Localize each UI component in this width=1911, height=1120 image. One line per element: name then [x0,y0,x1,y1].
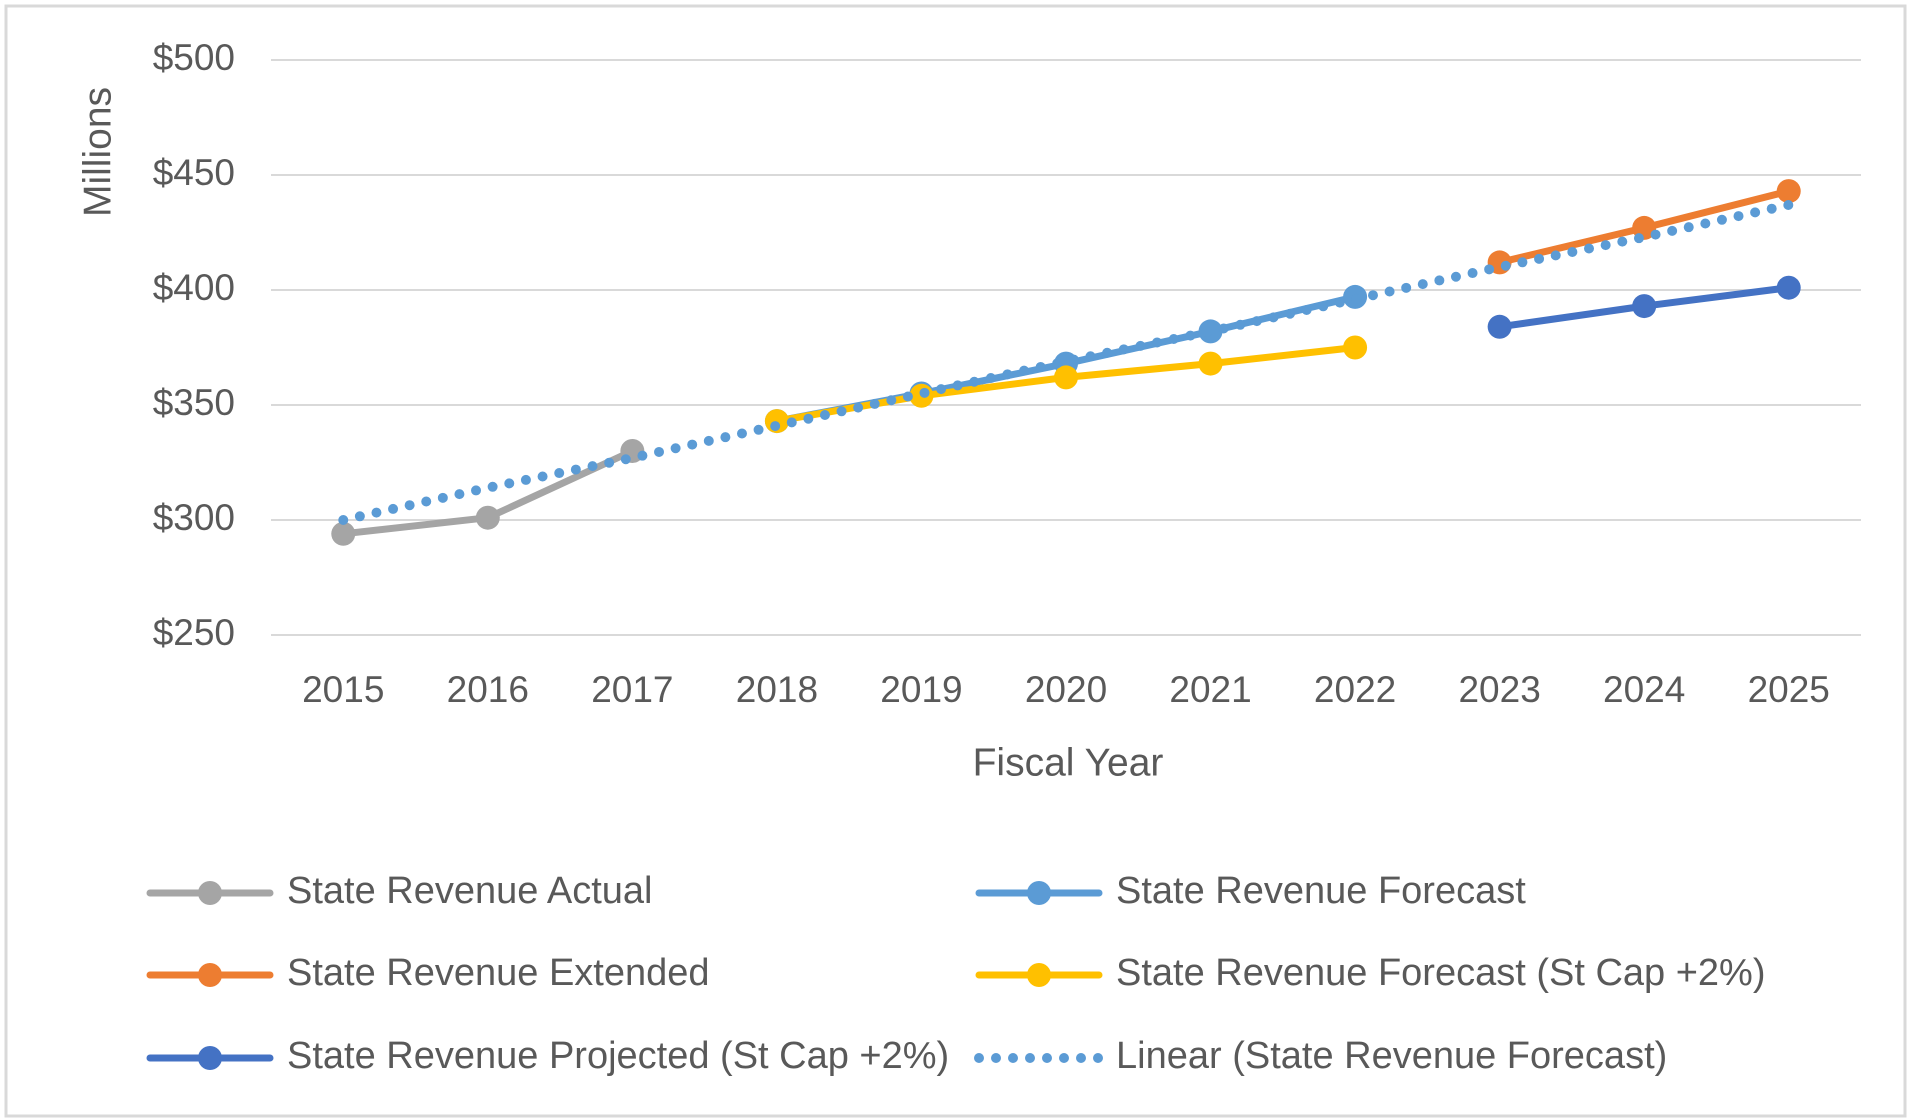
point-marker [1054,365,1078,390]
x-tick-label: 2016 [447,669,529,710]
legend-label: State Revenue Forecast (St Cap +2%) [1116,952,1766,994]
y-tick-label: $350 [153,382,235,423]
x-tick-label: 2024 [1603,669,1685,710]
legend-swatch-marker [1027,963,1051,987]
y-tick-label: $500 [153,37,235,78]
point-marker [1198,351,1223,376]
legend-label: State Revenue Forecast [1116,870,1526,912]
point-marker [1343,335,1368,360]
legend-swatch-marker [198,881,222,905]
point-marker [475,505,500,530]
x-tick-label: 2018 [736,669,818,710]
legend-label: State Revenue Projected (St Cap +2%) [287,1035,949,1077]
x-tick-label: 2019 [880,669,962,710]
legend-swatch-marker [1027,881,1051,905]
x-tick-label: 2023 [1458,669,1540,710]
y-axis-title: Millions [76,87,119,217]
point-marker [1776,179,1801,204]
point-marker [331,521,356,546]
point-marker [1632,294,1657,319]
x-tick-label: 2020 [1025,669,1107,710]
y-tick-label: $450 [153,152,235,193]
point-marker [1487,314,1512,339]
x-tick-label: 2015 [302,669,384,710]
legend-swatch-marker [198,1046,222,1070]
y-tick-label: $250 [153,612,235,653]
x-tick-label: 2017 [591,669,673,710]
x-tick-label: 2021 [1169,669,1251,710]
legend-label: State Revenue Extended [287,952,710,994]
legend-label: State Revenue Actual [287,870,652,912]
y-tick-label: $400 [153,267,235,308]
y-tick-label: $300 [153,497,235,538]
point-marker [1776,275,1801,300]
chart-frame [4,4,1907,1118]
legend-swatch-marker [198,963,222,987]
x-axis-title: Fiscal Year [973,741,1164,784]
x-tick-label: 2022 [1314,669,1396,710]
x-tick-label: 2025 [1748,669,1830,710]
legend-label: Linear (State Revenue Forecast) [1116,1035,1667,1077]
